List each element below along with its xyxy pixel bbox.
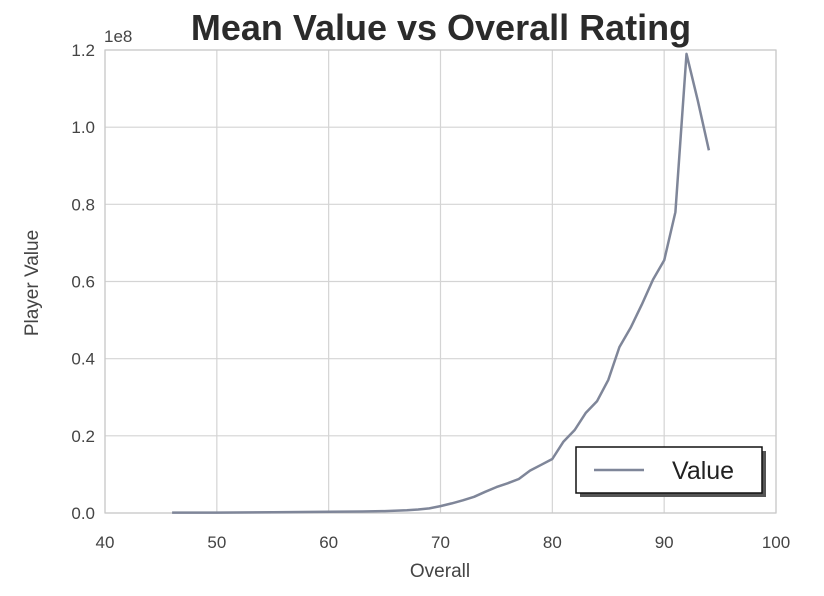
x-tick-label: 50: [207, 533, 226, 552]
series-line-value: [172, 52, 711, 514]
x-tick-label: 40: [96, 533, 115, 552]
y-tick-label: 0.8: [71, 195, 95, 214]
legend: Value: [575, 446, 766, 497]
y-axis-label: Player Value: [22, 230, 43, 336]
x-tick-label: 70: [431, 533, 450, 552]
y-tick-labels: 0.0 0.2 0.4 0.6 0.8 1.0 1.2: [71, 41, 95, 523]
chart-title: Mean Value vs Overall Rating: [191, 7, 691, 48]
plot-frame: [104, 49, 777, 514]
y-tick-label: 0.2: [71, 427, 95, 446]
y-tick-label: 0.4: [71, 350, 95, 369]
y-tick-label: 1.0: [71, 118, 95, 137]
x-tick-label: 90: [655, 533, 674, 552]
y-tick-label: 0.0: [71, 504, 95, 523]
y-tick-label: 1.2: [71, 41, 95, 60]
grid: [104, 49, 777, 514]
legend-label: Value: [672, 457, 734, 485]
y-offset-label: 1e8: [104, 27, 132, 46]
series-group: [172, 52, 711, 514]
x-axis-label: Overall: [410, 561, 470, 582]
x-tick-labels: 40 50 60 70 80 90 100: [96, 533, 791, 552]
x-tick-label: 100: [762, 533, 790, 552]
x-tick-label: 60: [319, 533, 338, 552]
y-tick-label: 0.6: [71, 273, 95, 292]
x-tick-label: 80: [543, 533, 562, 552]
